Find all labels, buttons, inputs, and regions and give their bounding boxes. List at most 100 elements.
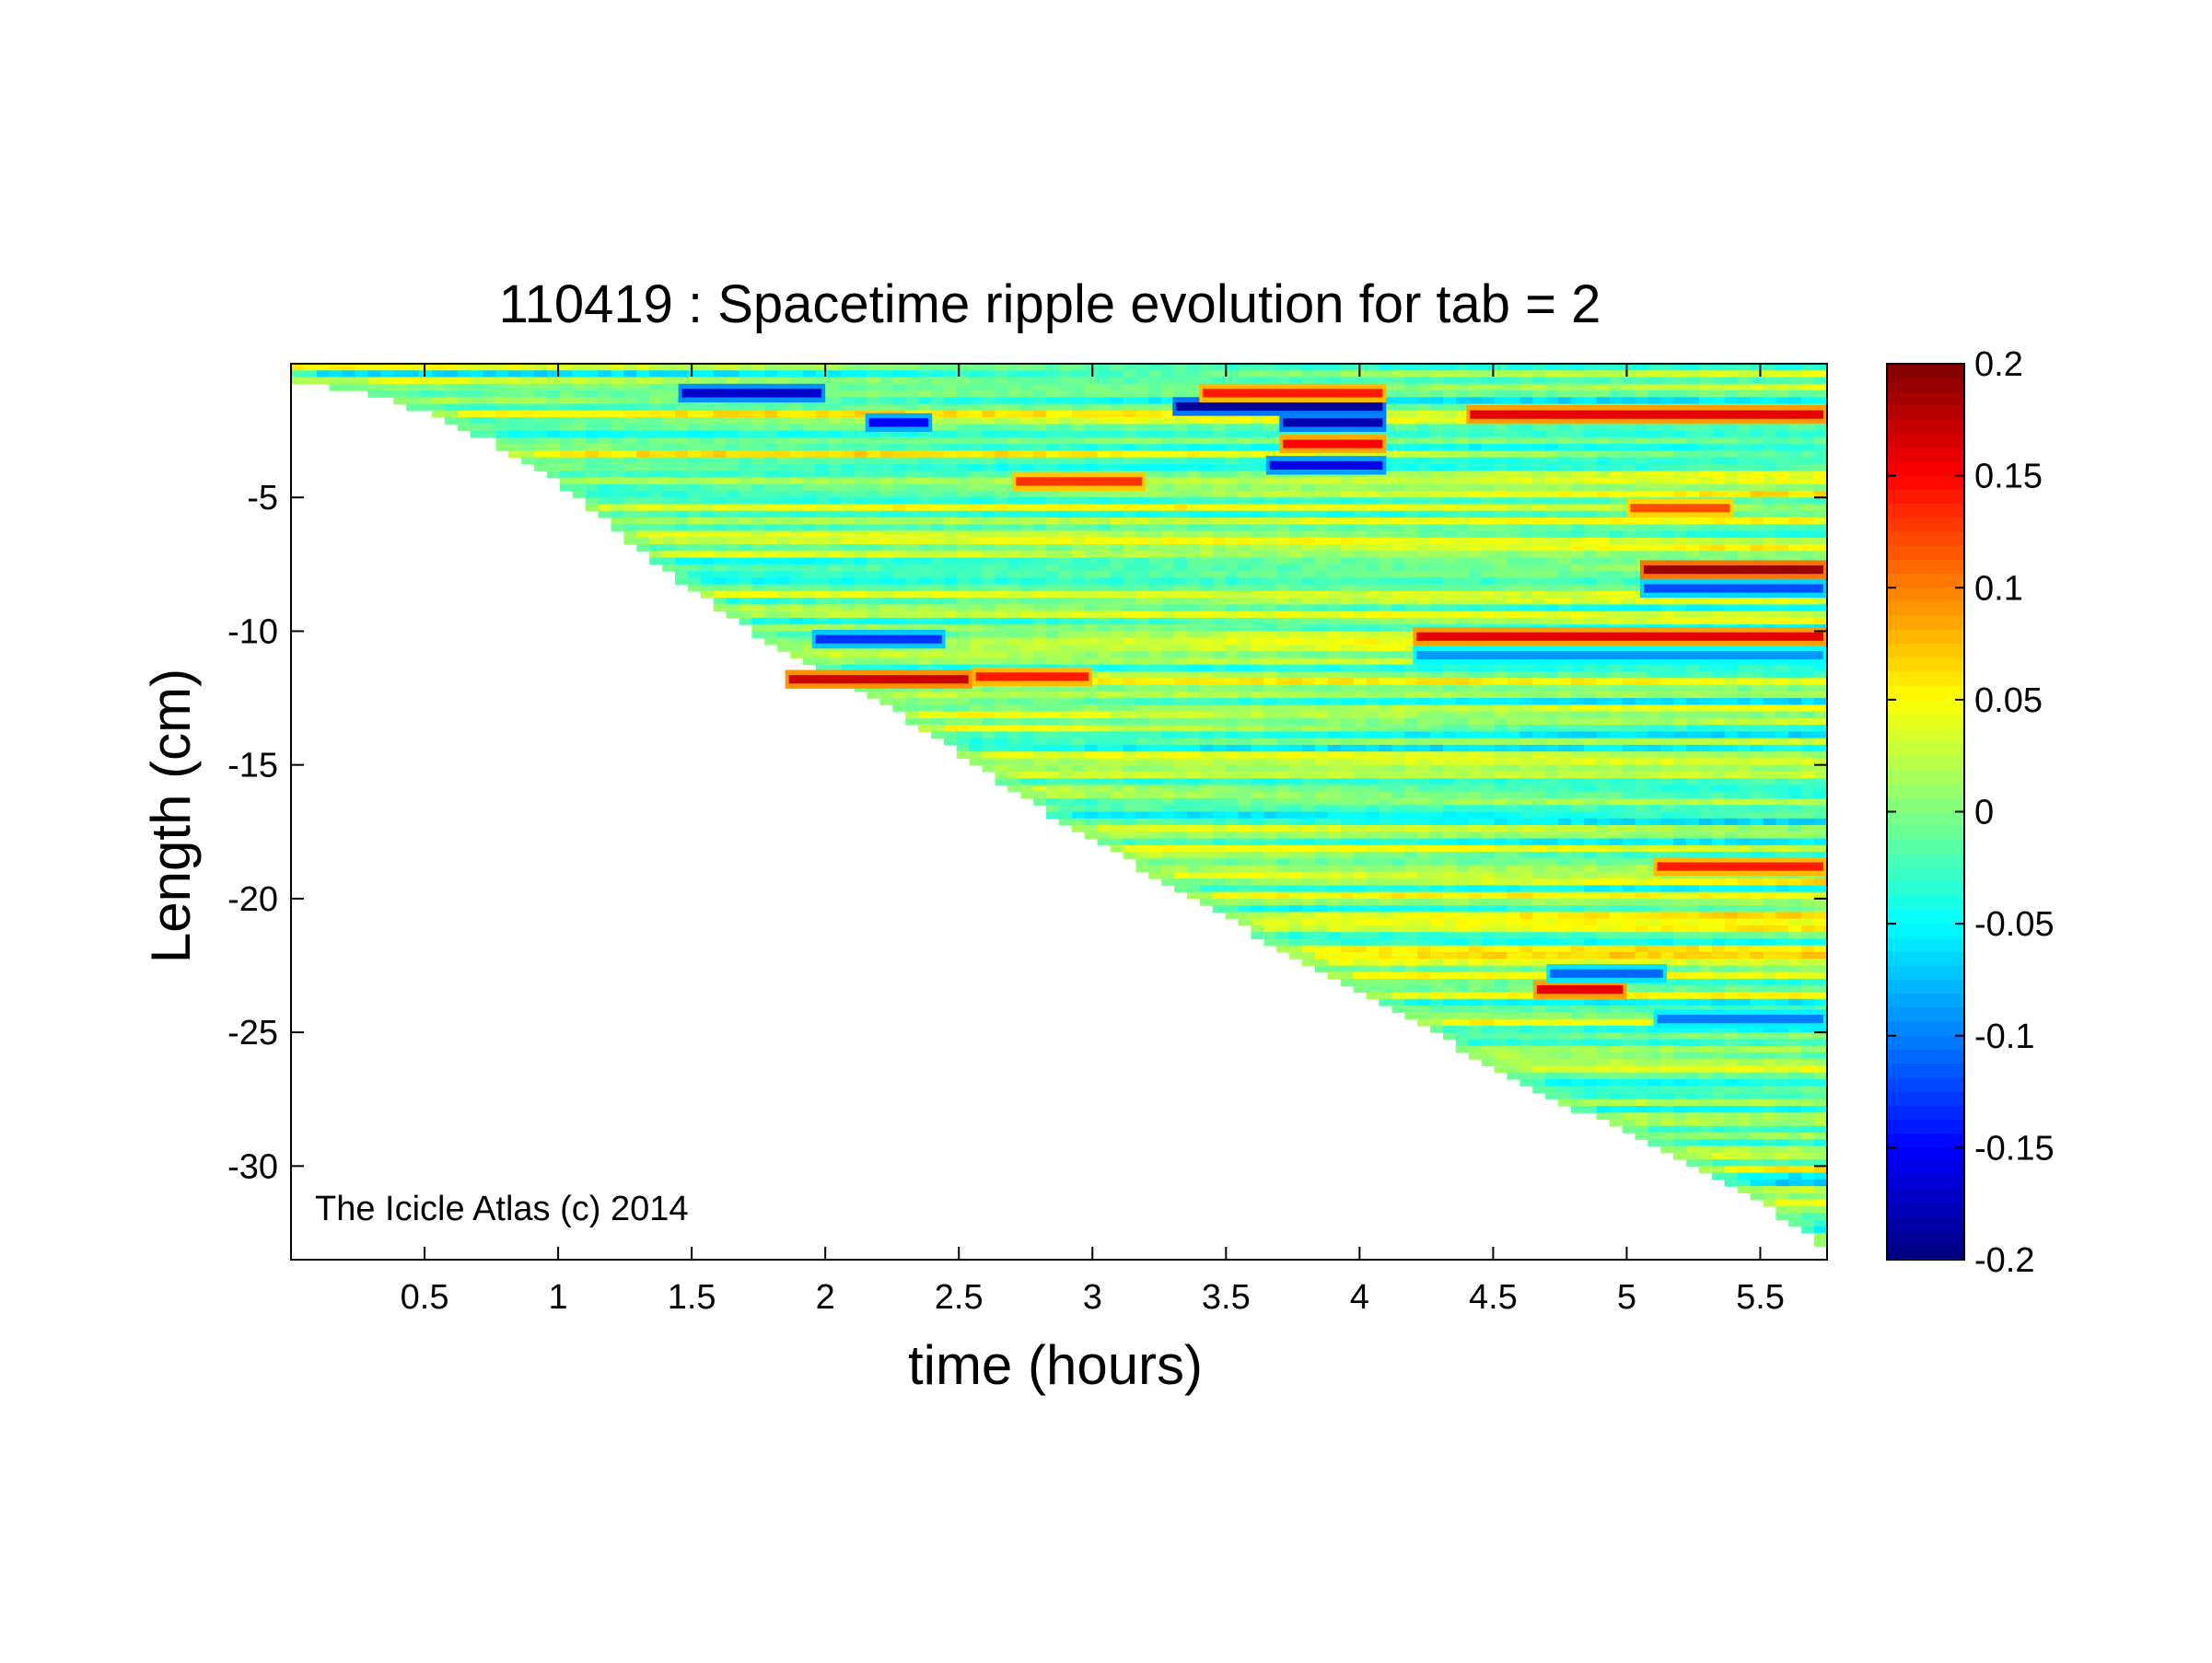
heatmap-column: [559, 364, 574, 492]
heatmap-cell: [380, 377, 394, 385]
heatmap-cell: [1033, 403, 1047, 412]
heatmap-cell: [585, 370, 600, 378]
heatmap-cell: [1225, 530, 1240, 539]
heatmap-cell: [572, 390, 587, 398]
heatmap-cell: [1225, 912, 1240, 920]
heatmap-cell: [1481, 436, 1496, 445]
heatmap-cell: [1174, 885, 1188, 893]
heatmap-cell: [1199, 637, 1214, 645]
heatmap-cell: [828, 471, 843, 479]
heatmap-cell: [1468, 945, 1483, 953]
heatmap-cell: [1123, 698, 1136, 705]
heatmap-cell: [1315, 838, 1329, 846]
heatmap-cell: [1046, 557, 1060, 565]
heatmap-cell: [995, 611, 1008, 619]
heatmap-cell: [995, 617, 1008, 625]
heatmap-cell: [956, 564, 971, 572]
heatmap-cell: [1353, 450, 1368, 459]
heatmap-cell: [1455, 938, 1470, 947]
heatmap-cell: [1404, 771, 1418, 779]
heatmap-cell: [1379, 805, 1392, 813]
heatmap-cell: [854, 483, 868, 492]
heatmap-cell: [1071, 577, 1086, 586]
heatmap-cell: [1366, 691, 1380, 699]
heatmap-cell: [1391, 377, 1405, 385]
heatmap-cell: [1251, 617, 1264, 625]
heatmap-cell: [623, 483, 637, 492]
heatmap-cell: [892, 624, 906, 633]
heatmap-cell: [1251, 785, 1264, 793]
heatmap-cell: [995, 510, 1008, 518]
heatmap-cell: [1379, 551, 1392, 559]
heatmap-cell: [1289, 684, 1303, 692]
heatmap-cell: [803, 471, 817, 479]
heatmap-cell: [1148, 865, 1162, 873]
heatmap-cell: [892, 551, 906, 559]
heatmap-cell: [1468, 584, 1483, 592]
heatmap-cell: [892, 497, 906, 506]
heatmap-cell: [1020, 564, 1034, 572]
heatmap-cell: [892, 518, 906, 525]
heatmap-cell: [1315, 785, 1329, 793]
heatmap-cell: [1430, 397, 1444, 405]
heatmap-cell: [1366, 744, 1380, 752]
heatmap-cell: [982, 463, 996, 471]
heatmap-cell: [726, 510, 740, 518]
heatmap-cell: [1481, 1025, 1496, 1033]
heatmap-cell: [1199, 444, 1214, 451]
heatmap-cell: [329, 377, 343, 385]
heatmap-cell: [1443, 1018, 1457, 1027]
heatmap-cell: [1391, 951, 1405, 959]
heatmap-cell: [1379, 657, 1392, 666]
heatmap-cell: [1455, 450, 1470, 459]
heatmap-cell: [1187, 838, 1201, 846]
heatmap-cell: [1199, 717, 1214, 726]
heatmap-cell: [1212, 590, 1227, 599]
heatmap-cell: [1135, 410, 1149, 418]
heatmap-cell: [1494, 471, 1508, 479]
heatmap-cell: [1046, 624, 1060, 633]
heatmap-cell: [1123, 624, 1136, 633]
heatmap-cell: [1225, 885, 1240, 893]
heatmap-cell: [700, 537, 715, 545]
heatmap-cell: [1417, 1012, 1431, 1020]
heatmap-cell: [1007, 738, 1021, 746]
heatmap-cell: [1212, 704, 1227, 713]
heatmap-cell: [1148, 551, 1162, 559]
heatmap-cell: [918, 551, 932, 559]
heatmap-cell: [521, 430, 535, 438]
heatmap-cell: [815, 604, 830, 612]
heatmap-cell: [726, 530, 740, 539]
heatmap-cell: [1071, 450, 1086, 459]
heatmap-cell: [879, 571, 893, 578]
heatmap-cell: [1110, 424, 1124, 432]
heatmap-cell: [995, 704, 1008, 713]
heatmap-cell: [1340, 738, 1355, 746]
heatmap-cell: [1481, 577, 1496, 586]
heatmap-cell: [1238, 564, 1252, 572]
heatmap-cell: [1391, 524, 1405, 532]
heatmap-cell: [649, 524, 663, 532]
heatmap-cell: [1123, 691, 1136, 699]
heatmap-cell: [1225, 436, 1240, 445]
heatmap-cell: [1289, 898, 1303, 906]
heatmap-cell: [1161, 738, 1175, 746]
heatmap-cell: [662, 537, 676, 545]
heatmap-cell: [841, 471, 856, 479]
heatmap-cell: [1187, 871, 1201, 879]
heatmap-cell: [1379, 918, 1392, 926]
heatmap-cell: [726, 557, 740, 565]
heatmap-cell: [815, 430, 830, 438]
heatmap-column: [1468, 364, 1483, 1060]
heatmap-cell: [905, 551, 919, 559]
heatmap-cell: [1289, 925, 1303, 933]
heatmap-cell: [1007, 590, 1021, 599]
heatmap-cell: [1263, 557, 1277, 565]
heatmap-cell: [892, 704, 906, 713]
heatmap-cell: [943, 518, 958, 525]
heatmap-cell: [892, 483, 906, 492]
heatmap-cell: [470, 383, 484, 391]
heatmap-cell: [1340, 865, 1355, 873]
heatmap-cell: [1263, 604, 1277, 612]
heatmap-cell: [739, 518, 752, 525]
